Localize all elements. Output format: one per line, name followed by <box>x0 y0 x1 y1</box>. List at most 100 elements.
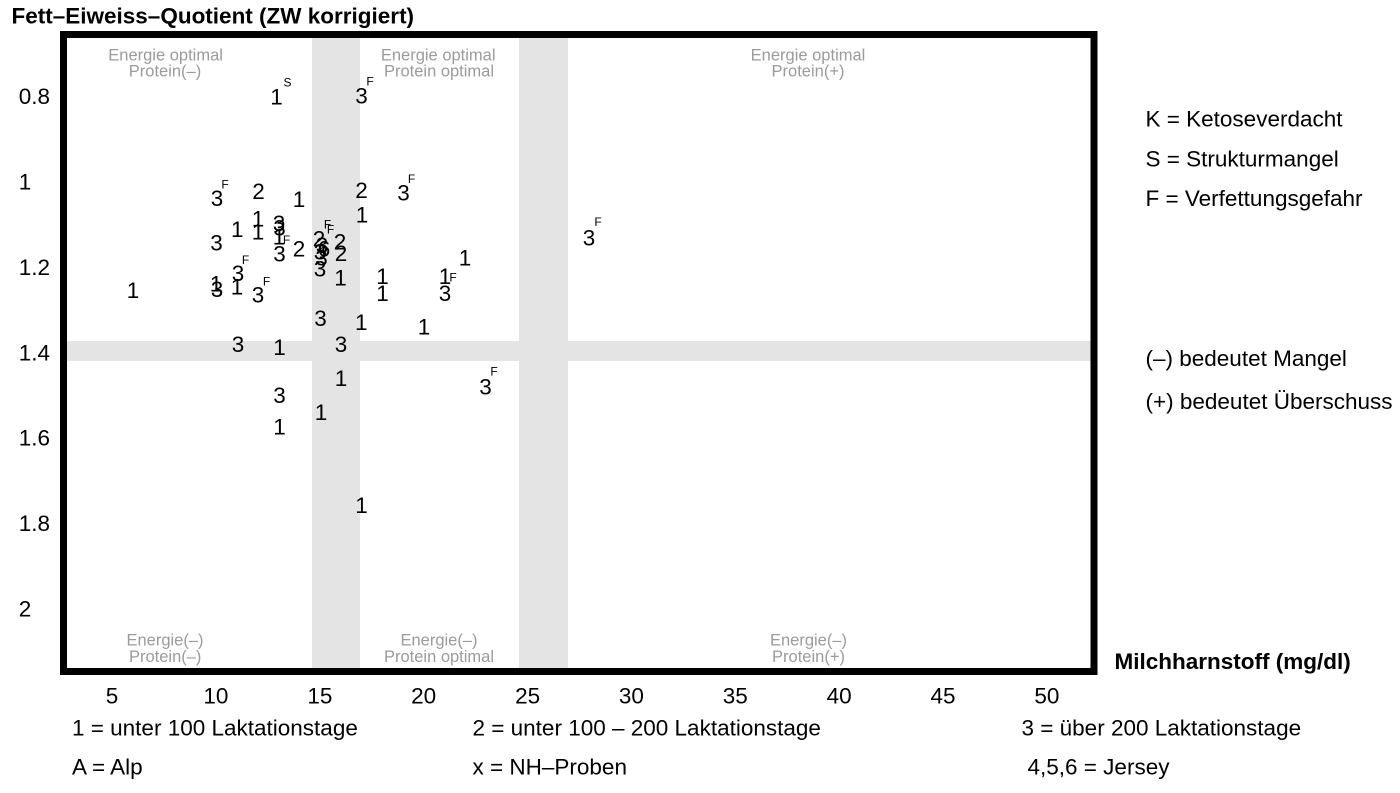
svg-text:1: 1 <box>252 207 265 232</box>
svg-text:F = Verfettungsgefahr: F = Verfettungsgefahr <box>1146 186 1364 211</box>
svg-text:3: 3 <box>316 233 329 258</box>
svg-text:3: 3 <box>273 211 286 236</box>
svg-text:1: 1 <box>293 187 306 212</box>
svg-text:3: 3 <box>273 216 286 241</box>
svg-text:1: 1 <box>418 315 431 340</box>
svg-text:3: 3 <box>252 283 265 308</box>
svg-text:1.8: 1.8 <box>19 511 50 536</box>
svg-text:F: F <box>263 275 270 289</box>
svg-text:3: 3 <box>273 242 286 267</box>
svg-text:3: 3 <box>335 332 348 357</box>
svg-text:3: 3 <box>314 240 327 265</box>
svg-text:F: F <box>490 365 497 379</box>
svg-text:F: F <box>594 215 601 229</box>
svg-text:Fett–Eiweiss–Quotient (ZW korr: Fett–Eiweiss–Quotient (ZW korrigiert) <box>12 4 415 29</box>
svg-text:15: 15 <box>307 684 332 709</box>
svg-text:1: 1 <box>459 246 472 271</box>
svg-text:(+) bedeutet Überschuss: (+) bedeutet Überschuss <box>1146 389 1393 414</box>
svg-text:1: 1 <box>127 278 140 303</box>
svg-text:2: 2 <box>355 178 368 203</box>
svg-text:1: 1 <box>270 85 283 110</box>
svg-text:F: F <box>242 253 249 267</box>
svg-text:3: 3 <box>479 375 492 400</box>
svg-text:2: 2 <box>334 230 347 255</box>
svg-text:40: 40 <box>827 684 852 709</box>
svg-text:5: 5 <box>106 684 119 709</box>
svg-text:3: 3 <box>314 257 327 282</box>
svg-text:2 = unter 100 – 200 Laktations: 2 = unter 100 – 200 Laktationstage <box>473 716 821 741</box>
svg-text:F: F <box>366 75 373 89</box>
svg-text:3: 3 <box>211 277 224 302</box>
svg-text:F: F <box>221 178 228 192</box>
svg-text:45: 45 <box>930 684 955 709</box>
svg-text:50: 50 <box>1034 684 1059 709</box>
svg-text:F: F <box>283 233 290 247</box>
svg-text:1: 1 <box>335 366 348 391</box>
svg-text:1: 1 <box>19 170 32 195</box>
svg-text:3: 3 <box>583 226 596 251</box>
svg-text:Energie optimal: Energie optimal <box>108 46 223 64</box>
svg-text:Protein optimal: Protein optimal <box>384 648 494 666</box>
svg-text:1.2: 1.2 <box>19 255 50 280</box>
svg-text:3: 3 <box>232 332 245 357</box>
svg-text:1: 1 <box>355 493 368 518</box>
svg-text:2: 2 <box>293 237 306 262</box>
svg-text:S: S <box>283 76 291 90</box>
svg-text:1: 1 <box>356 203 369 228</box>
svg-text:2: 2 <box>19 597 32 622</box>
svg-text:1: 1 <box>439 264 452 289</box>
svg-text:Energie(–): Energie(–) <box>126 632 203 650</box>
svg-text:3: 3 <box>355 84 368 109</box>
svg-text:Energie optimal: Energie optimal <box>751 46 866 64</box>
svg-text:F: F <box>408 172 415 186</box>
svg-text:35: 35 <box>723 684 748 709</box>
svg-text:1: 1 <box>376 264 389 289</box>
svg-text:1: 1 <box>334 266 347 291</box>
svg-text:1: 1 <box>210 272 223 297</box>
svg-text:6: 6 <box>318 237 331 262</box>
svg-text:Energie(–): Energie(–) <box>400 632 477 650</box>
svg-text:Energie(–): Energie(–) <box>770 632 847 650</box>
svg-text:25: 25 <box>515 684 540 709</box>
svg-text:2: 2 <box>252 179 265 204</box>
svg-text:2: 2 <box>313 227 326 252</box>
svg-text:1.4: 1.4 <box>19 340 50 365</box>
svg-text:Protein(+): Protein(+) <box>772 63 845 81</box>
svg-text:1: 1 <box>273 415 286 440</box>
svg-text:1: 1 <box>273 225 286 250</box>
svg-text:4,5,6 = Jersey: 4,5,6 = Jersey <box>1028 755 1171 780</box>
svg-text:(–) bedeutet Mangel: (–) bedeutet Mangel <box>1146 346 1347 371</box>
svg-text:1 = unter 100 Laktationstage: 1 = unter 100 Laktationstage <box>72 716 358 741</box>
svg-text:S = Strukturmangel: S = Strukturmangel <box>1146 147 1339 172</box>
svg-text:Milchharnstoff (mg/dl): Milchharnstoff (mg/dl) <box>1115 649 1351 674</box>
svg-text:3: 3 <box>315 246 328 271</box>
svg-text:3: 3 <box>439 281 452 306</box>
svg-text:x = NH–Proben: x = NH–Proben <box>473 755 627 780</box>
svg-text:2: 2 <box>335 241 348 266</box>
svg-text:1: 1 <box>252 220 265 245</box>
svg-text:1: 1 <box>315 400 328 425</box>
svg-text:F: F <box>327 223 334 237</box>
svg-text:1: 1 <box>231 217 244 242</box>
svg-text:Protein(+): Protein(+) <box>772 648 845 666</box>
svg-text:3: 3 <box>397 181 410 206</box>
svg-text:3: 3 <box>232 261 245 286</box>
svg-text:30: 30 <box>619 684 644 709</box>
svg-text:Energie optimal: Energie optimal <box>381 46 496 64</box>
svg-text:1.6: 1.6 <box>19 426 50 451</box>
svg-text:10: 10 <box>203 684 228 709</box>
svg-text:A = Alp: A = Alp <box>72 755 143 780</box>
svg-text:Protein(–): Protein(–) <box>129 648 201 666</box>
svg-text:3 = über 200 Laktationstage: 3 = über 200 Laktationstage <box>1022 716 1302 741</box>
svg-text:F: F <box>449 271 456 285</box>
svg-text:1: 1 <box>355 310 368 335</box>
svg-text:Protein(–): Protein(–) <box>129 63 201 81</box>
svg-text:Protein optimal: Protein optimal <box>384 63 494 81</box>
svg-text:20: 20 <box>411 684 436 709</box>
svg-text:K = Ketoseverdacht: K = Ketoseverdacht <box>1146 107 1344 132</box>
svg-text:1: 1 <box>231 275 244 300</box>
svg-text:1: 1 <box>376 281 389 306</box>
svg-text:3: 3 <box>314 306 327 331</box>
svg-text:0.8: 0.8 <box>19 84 50 109</box>
svg-text:3: 3 <box>210 231 223 256</box>
